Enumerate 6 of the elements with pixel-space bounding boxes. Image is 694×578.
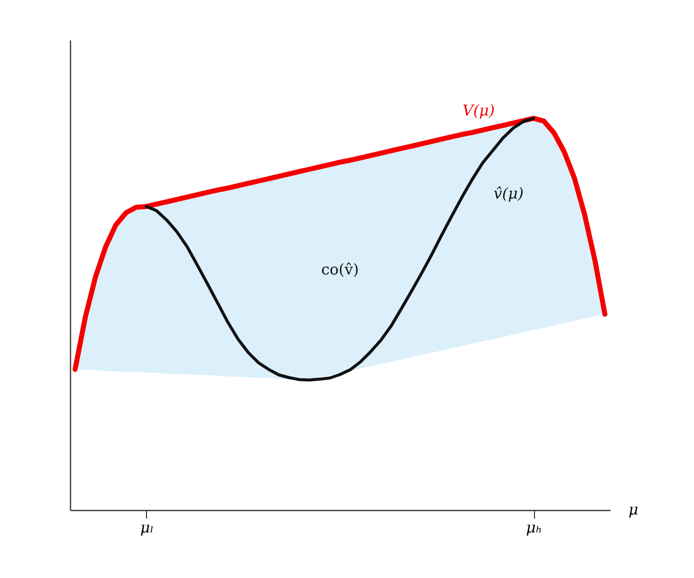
series-label: v̂(μ) bbox=[494, 184, 524, 202]
x-tick-label: μₗ bbox=[140, 518, 154, 536]
series-label: V(μ) bbox=[462, 101, 495, 120]
annotation: co(v̂) bbox=[321, 260, 359, 279]
x-tick-label: μₕ bbox=[526, 518, 542, 536]
x-axis-title: μ bbox=[628, 500, 638, 518]
